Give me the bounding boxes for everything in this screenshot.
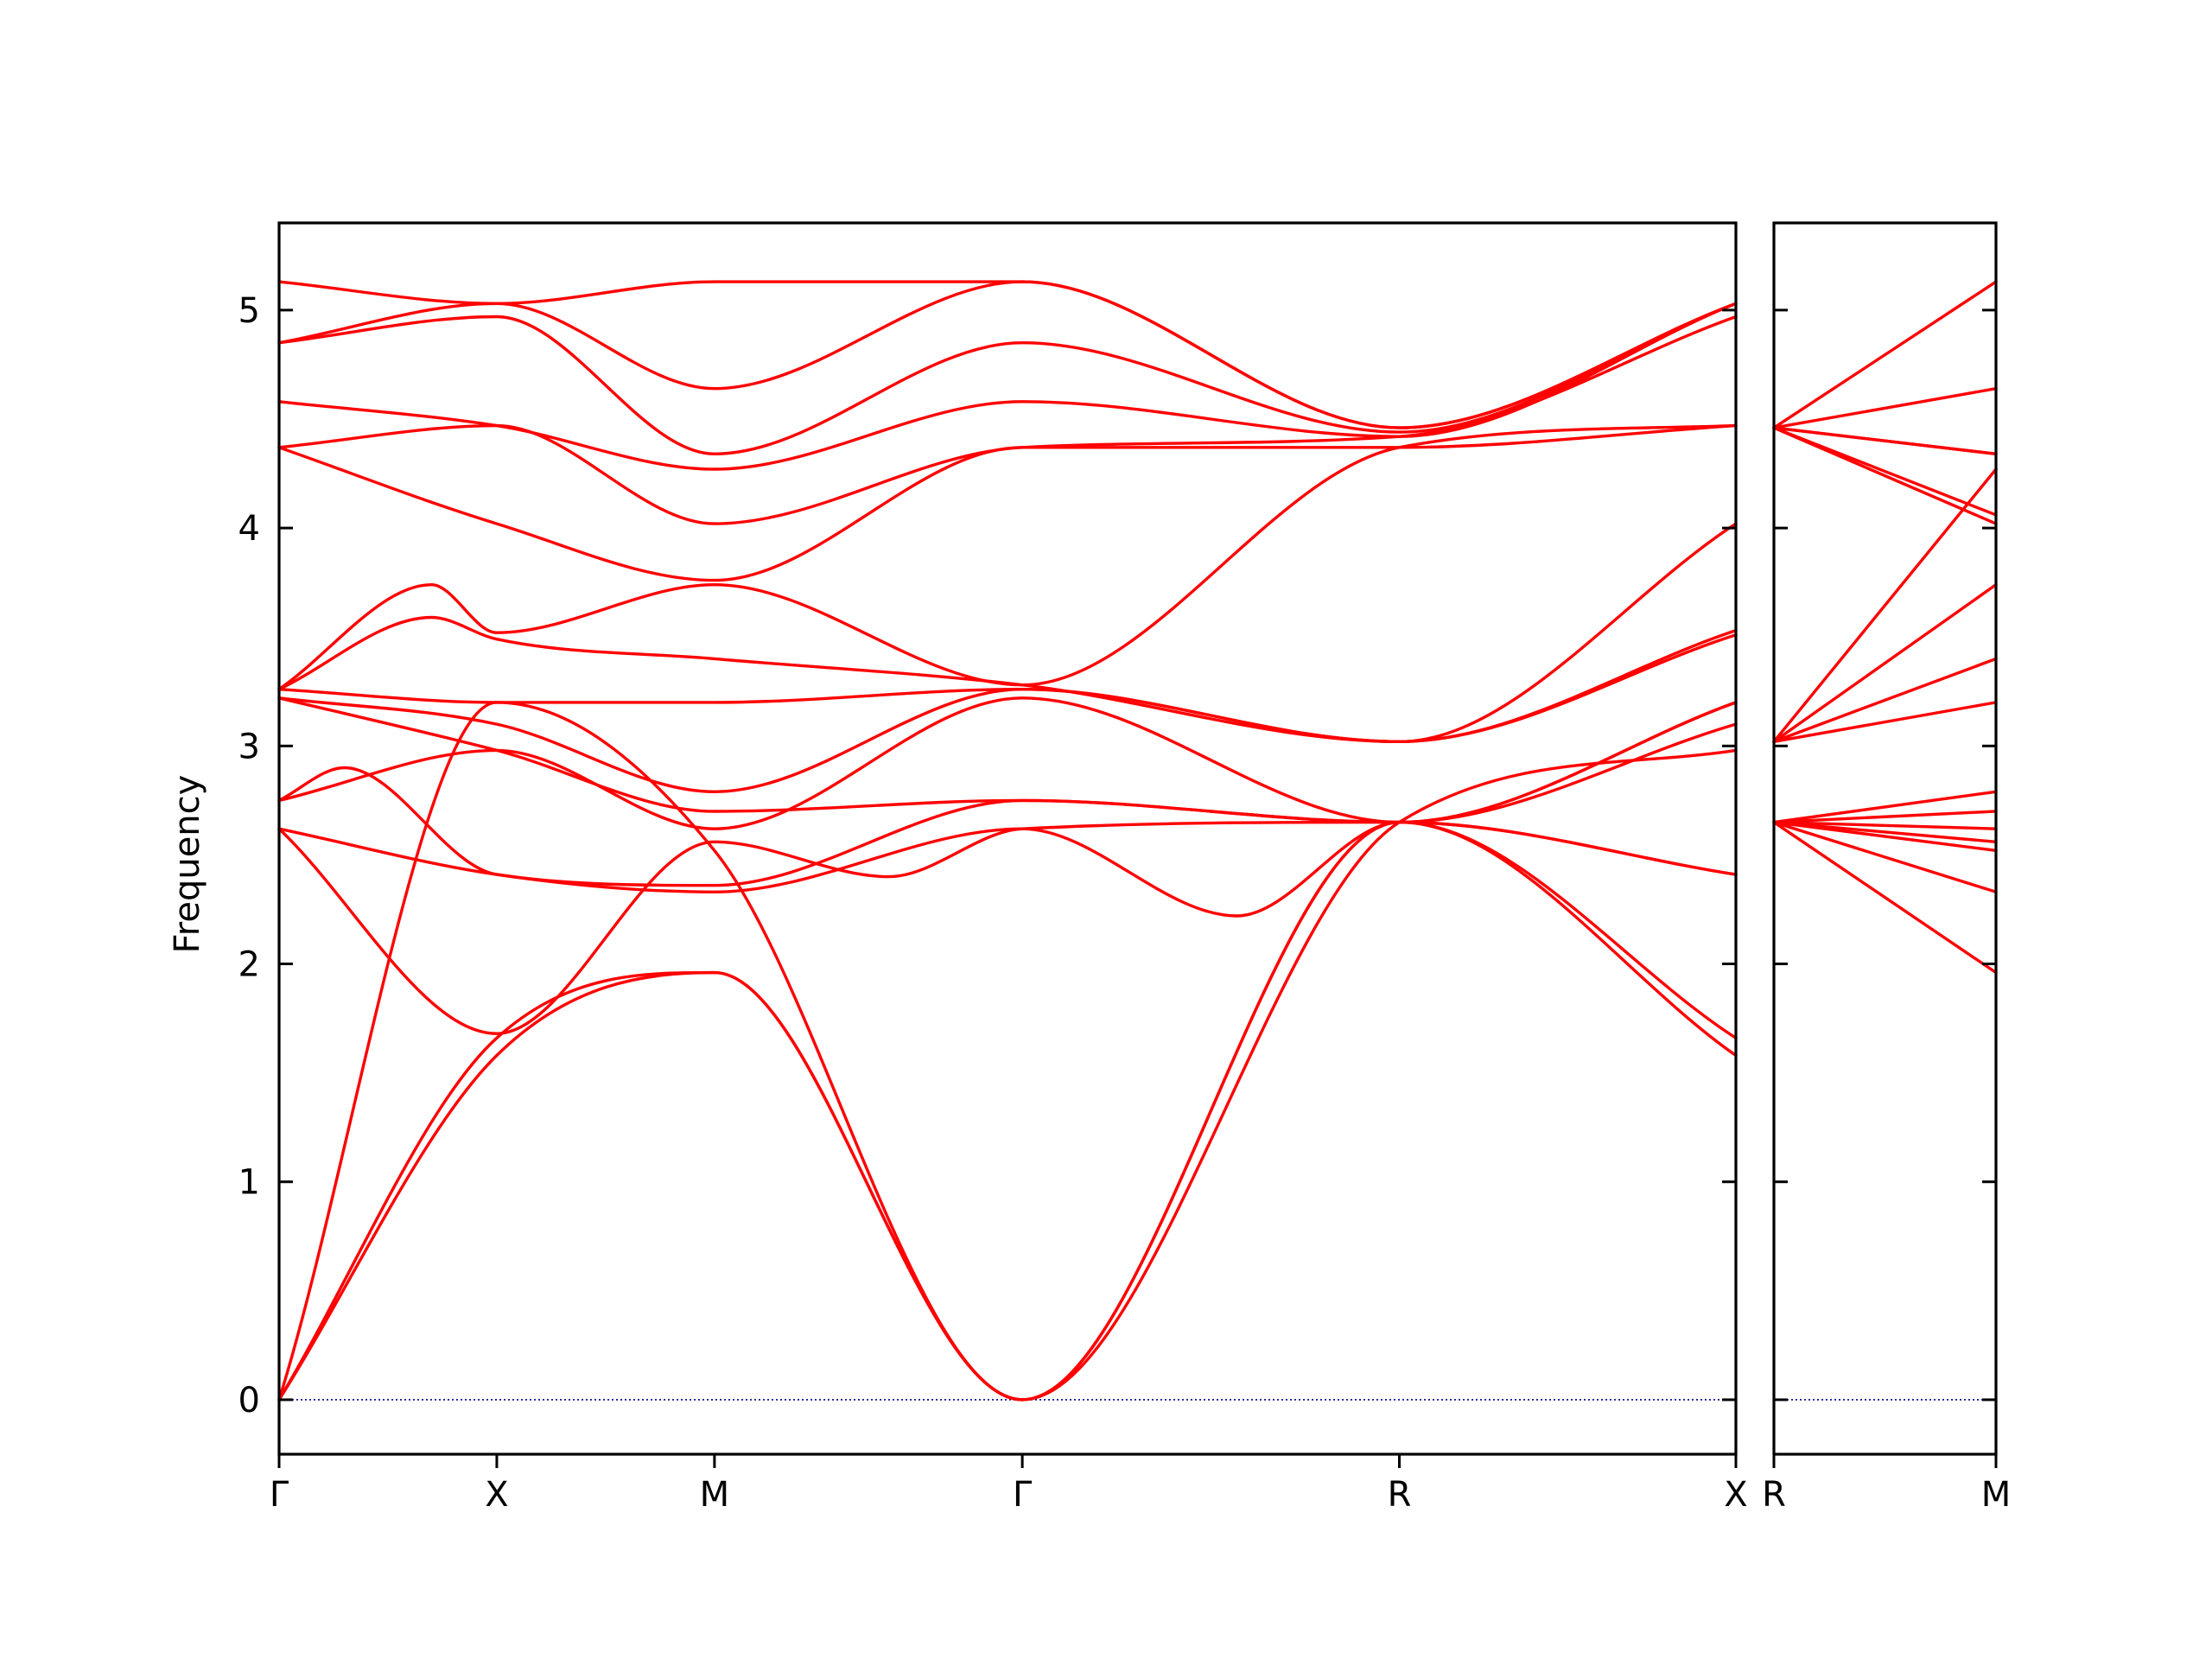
x-tick-label: X <box>1724 1475 1747 1515</box>
y-tick-label: 5 <box>238 291 260 331</box>
x-tick-label: Γ <box>1013 1475 1033 1515</box>
band-line-right-7 <box>1772 790 1998 824</box>
band-line-main-12 <box>277 423 1738 691</box>
band-line-main-18 <box>277 280 1738 429</box>
y-tick-label: 2 <box>238 945 260 985</box>
x-tick-label: R <box>1762 1475 1786 1515</box>
band-line-main-11 <box>277 522 1738 743</box>
band-line-right-15 <box>1772 426 1998 456</box>
band-line-right-9 <box>1772 657 1998 743</box>
band-line-right-2 <box>1772 820 1998 893</box>
x-tick-label: Γ <box>270 1475 289 1515</box>
band-line-main-8 <box>277 696 1738 824</box>
band-line-main-15 <box>277 302 1738 471</box>
x-tick-label: M <box>700 1475 730 1515</box>
band-line-main-2 <box>277 820 1738 1402</box>
band-line-right-5 <box>1772 820 1998 830</box>
band-line-main-1 <box>277 820 1738 1402</box>
band-line-main-16 <box>277 302 1738 455</box>
x-tick-label: M <box>1981 1475 2012 1515</box>
plot-frame <box>1772 221 1998 1456</box>
band-line-right-6 <box>1772 810 1998 824</box>
band-line-right-10 <box>1772 582 1998 743</box>
band-line-main-6 <box>277 722 1738 887</box>
band-line-main-3 <box>277 701 1738 1402</box>
band-line-right-16 <box>1772 386 1998 429</box>
band-line-main-13 <box>277 423 1738 582</box>
band-line-right-4 <box>1772 820 1998 843</box>
band-line-right-8 <box>1772 701 1998 743</box>
main-panel: 0 1 2 3 4 5 Γ X M Γ R X <box>238 221 1748 1515</box>
band-line-main-9 <box>277 633 1738 793</box>
band-line-main-10 <box>277 628 1738 743</box>
band-line-main-4 <box>277 820 1738 1035</box>
band-line-right-13 <box>1772 426 1998 517</box>
x-tick-label: X <box>485 1475 508 1515</box>
y-tick-label: 0 <box>238 1381 260 1421</box>
plot-frame <box>277 221 1738 1456</box>
x-tick-label: R <box>1388 1475 1412 1515</box>
band-line-right-11 <box>1772 467 1998 743</box>
y-tick-label: 4 <box>238 509 260 549</box>
y-tick-label: 3 <box>238 727 260 766</box>
band-line-right-17 <box>1772 280 1998 429</box>
band-line-main-14 <box>277 315 1738 525</box>
y-axis-label: Frequency <box>168 775 207 954</box>
band-line-right-1 <box>1772 820 1998 975</box>
y-tick-label: 1 <box>238 1163 260 1203</box>
